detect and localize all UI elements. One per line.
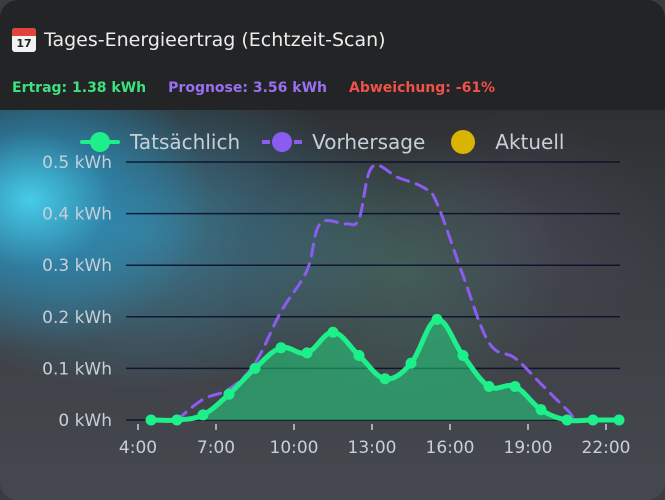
- legend-label-forecast: Vorhersage: [312, 130, 426, 154]
- series-actual-point: [613, 414, 625, 426]
- series-actual-point: [171, 414, 183, 426]
- stat-ertrag: Ertrag: 1.38 kWh: [12, 80, 147, 96]
- x-tick-label: 19:00: [504, 438, 553, 458]
- series-actual-point: [249, 362, 261, 374]
- calendar-icon-band: [12, 28, 36, 36]
- legend-dot-current: [451, 130, 476, 154]
- y-tick-label: 0.1 kWh: [42, 359, 112, 379]
- series-actual-point: [223, 388, 235, 400]
- series-actual-point: [275, 342, 287, 354]
- calendar-icon-day: 17: [16, 37, 32, 50]
- y-tick-label: 0.5 kWh: [42, 153, 112, 173]
- stat-prognose: Prognose: 3.56 kWh: [168, 80, 327, 96]
- legend-dot-actual: [90, 132, 110, 152]
- series-actual-point: [379, 373, 391, 385]
- y-tick-label: 0 kWh: [58, 411, 112, 431]
- legend-item-actual[interactable]: Tatsächlich: [80, 130, 240, 154]
- series-forecast-line: [175, 163, 621, 423]
- series-actual-point: [587, 414, 599, 426]
- x-tick-label: 22:00: [582, 438, 631, 458]
- series-actual-point: [561, 414, 573, 426]
- series-actual-point: [457, 350, 469, 361]
- legend-marker-actual: [80, 131, 120, 153]
- y-tick-label: 0.2 kWh: [42, 308, 112, 328]
- x-tick-label: 13:00: [348, 438, 397, 458]
- legend-label-actual: Tatsächlich: [130, 130, 241, 154]
- x-tick-label: 16:00: [426, 438, 475, 458]
- series-actual-point: [327, 326, 339, 338]
- calendar-icon: 17: [12, 28, 36, 52]
- series-actual-point: [353, 350, 365, 361]
- series-actual-area: [151, 319, 619, 421]
- series-actual-point: [145, 414, 157, 426]
- x-tick-label: 10:00: [270, 438, 319, 458]
- series-actual-point: [483, 380, 495, 392]
- legend-marker-forecast: [262, 131, 303, 153]
- series-actual-point: [431, 313, 443, 325]
- stat-abweichung: Abweichung: -61%: [348, 80, 496, 96]
- y-tick-label: 0.4 kWh: [42, 205, 112, 225]
- chart-legend: Tatsächlich Vorhersage Aktuell: [80, 130, 586, 154]
- legend-item-forecast[interactable]: Vorhersage: [262, 130, 425, 154]
- stats-row: Ertrag: 1.38 kWh Prognose: 3.56 kWh Abwe…: [12, 80, 495, 96]
- x-tick-label: 4:00: [119, 438, 157, 458]
- series-actual-point: [535, 404, 547, 416]
- legend-label-current: Aktuell: [495, 130, 565, 154]
- card-title-row: 17 Tages-Energieertrag (Echtzeit-Scan): [12, 28, 386, 52]
- series-actual-point: [301, 347, 313, 359]
- card-title: Tages-Energieertrag (Echtzeit-Scan): [44, 29, 386, 51]
- series-actual-point: [197, 409, 209, 421]
- series-actual-point: [509, 380, 521, 392]
- card-header: [0, 0, 665, 110]
- series-actual-point: [405, 357, 417, 369]
- legend-dot-forecast: [272, 132, 293, 152]
- y-tick-label: 0.3 kWh: [42, 256, 112, 276]
- legend-item-current[interactable]: Aktuell: [447, 130, 564, 154]
- x-tick-label: 7:00: [197, 438, 235, 458]
